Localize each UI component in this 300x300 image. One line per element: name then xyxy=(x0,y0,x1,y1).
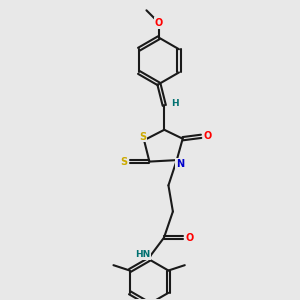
Text: O: O xyxy=(203,131,212,141)
Text: S: S xyxy=(120,157,127,166)
Text: S: S xyxy=(139,132,146,142)
Text: N: N xyxy=(176,159,184,169)
Text: H: H xyxy=(171,98,178,107)
Text: O: O xyxy=(186,233,194,243)
Text: O: O xyxy=(155,18,163,28)
Text: HN: HN xyxy=(135,250,150,260)
